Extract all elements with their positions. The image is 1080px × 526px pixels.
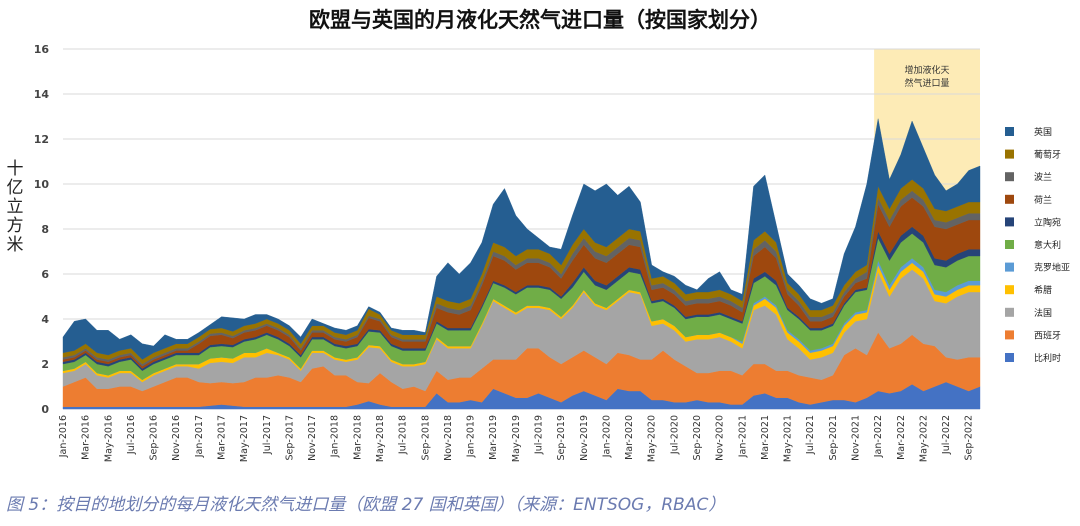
x-tick-label: Mar-2021 [760, 415, 771, 460]
x-tick-label: Jan-2020 [601, 415, 612, 458]
chart-area: 0 2 4 6 8 10 12 14 16 Jan-2016 Mar-2016 May-2016 Ju… [34, 43, 1070, 462]
legend-label: 波兰 [1034, 171, 1052, 183]
x-tick-label: May-2022 [918, 415, 929, 462]
annotation: 增加液化天 然气进口量 [905, 64, 950, 89]
x-tick-label: Nov-2019 [579, 415, 590, 461]
legend-swatch [1005, 240, 1014, 249]
legend-swatch [1005, 194, 1014, 204]
x-tick-label: Mar-2018 [352, 415, 363, 460]
x-tick-label: May-2020 [647, 415, 658, 462]
y-axis-ticks: 0 2 4 6 8 10 12 14 16 [34, 43, 50, 416]
annotation-line-2: 然气进口量 [905, 77, 950, 89]
x-tick-label: Sep-2016 [149, 415, 160, 461]
x-tick-label: May-2021 [783, 415, 794, 462]
y-tick-label: 10 [34, 178, 50, 191]
legend-swatch [1005, 262, 1014, 272]
y-tick-label: 12 [34, 133, 49, 146]
legend-label: 西班牙 [1034, 329, 1061, 341]
x-tick-label: Sep-2021 [828, 415, 839, 461]
legend-label: 葡萄牙 [1034, 149, 1061, 161]
y-tick-label: 2 [41, 358, 49, 371]
x-tick-label: Sep-2022 [964, 415, 975, 461]
legend-label: 意大利 [1034, 239, 1061, 251]
legend-label: 克罗地亚 [1034, 262, 1070, 274]
legend-label: 英国 [1034, 126, 1052, 138]
x-tick-label: Jul-2017 [262, 415, 273, 455]
x-tick-label: Jan-2016 [58, 415, 69, 458]
y-tick-label: 6 [41, 268, 49, 281]
x-tick-label: Mar-2016 [81, 415, 92, 460]
x-axis-ticks: Jan-2016 Mar-2016 May-2016 Jul-2016 Sep-2016… [58, 415, 975, 462]
legend-label: 法国 [1034, 307, 1052, 319]
legend-swatch [1005, 127, 1014, 136]
y-tick-label: 0 [41, 403, 49, 416]
x-tick-label: Sep-2017 [284, 415, 295, 461]
legend-swatch [1005, 149, 1014, 159]
x-tick-label: Jan-2021 [737, 415, 748, 458]
x-tick-label: May-2018 [375, 415, 386, 462]
x-tick-label: May-2017 [239, 415, 250, 462]
legend-label: 比利时 [1034, 352, 1061, 364]
x-tick-label: May-2019 [511, 415, 522, 462]
x-tick-label: Mar-2017 [216, 415, 227, 460]
y-tick-label: 16 [34, 43, 50, 56]
y-tick-label: 14 [34, 88, 50, 101]
x-tick-label: Sep-2018 [420, 415, 431, 461]
legend-label: 希腊 [1034, 284, 1052, 296]
x-tick-label: Jul-2016 [126, 415, 137, 455]
x-tick-label: Sep-2020 [692, 415, 703, 461]
y-tick-label: 4 [41, 313, 49, 326]
legend-label: 荷兰 [1034, 194, 1052, 206]
x-tick-label: Jul-2021 [805, 415, 816, 455]
x-tick-label: Nov-2020 [715, 415, 726, 461]
x-tick-label: Jan-2022 [873, 415, 884, 458]
x-tick-label: Jul-2020 [669, 415, 680, 455]
legend-swatch [1005, 353, 1014, 362]
area-series-英国 [62, 118, 981, 360]
chart-title: 欧盟与英国的月液化天然气进口量（按国家划分） [309, 8, 771, 32]
x-tick-label: May-2016 [103, 415, 114, 462]
x-tick-label: Jul-2019 [533, 415, 544, 455]
legend-swatch [1005, 172, 1014, 182]
figure-caption: 图 5：按目的地划分的每月液化天然气进口量（欧盟 27 国和英国）（来源：ENT… [6, 495, 726, 515]
x-tick-label: Nov-2018 [443, 415, 454, 461]
x-tick-label: Nov-2017 [307, 415, 318, 461]
x-tick-label: Mar-2019 [488, 415, 499, 460]
y-tick-label: 8 [41, 223, 49, 236]
legend-swatch [1005, 217, 1014, 227]
y-axis-label: 十亿立方米 [6, 159, 24, 255]
x-tick-label: Jan-2018 [330, 415, 341, 458]
x-tick-label: Jan-2017 [194, 415, 205, 458]
legend-swatch [1005, 307, 1014, 317]
x-tick-label: Mar-2022 [896, 415, 907, 460]
x-tick-label: Nov-2021 [850, 415, 861, 461]
x-tick-label: Jul-2022 [941, 415, 952, 455]
x-tick-label: Mar-2020 [624, 415, 635, 460]
stacked-areas [62, 118, 981, 410]
annotation-line-1: 增加液化天 [905, 64, 950, 76]
x-tick-label: Jan-2019 [466, 415, 477, 458]
legend-swatch [1005, 330, 1014, 340]
legend-swatch [1005, 285, 1014, 295]
x-tick-label: Sep-2019 [556, 415, 567, 461]
x-tick-label: Nov-2016 [171, 415, 182, 461]
legend-label: 立陶宛 [1034, 216, 1061, 228]
x-tick-label: Jul-2018 [398, 415, 409, 455]
